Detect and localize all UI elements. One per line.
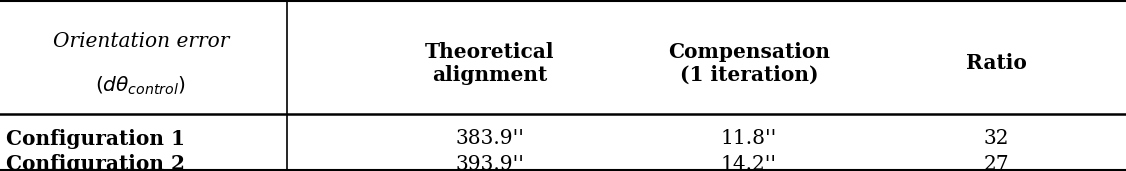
Text: Compensation
(1 iteration): Compensation (1 iteration) (668, 42, 830, 85)
Text: 383.9'': 383.9'' (455, 129, 525, 148)
Text: Configuration 1: Configuration 1 (6, 129, 185, 148)
Text: Ratio: Ratio (966, 53, 1027, 73)
Text: 393.9'': 393.9'' (455, 155, 525, 171)
Text: 11.8'': 11.8'' (721, 129, 777, 148)
Text: 32: 32 (984, 129, 1009, 148)
Text: 27: 27 (984, 155, 1009, 171)
Text: $(d\theta_{control})$: $(d\theta_{control})$ (96, 74, 186, 97)
Text: Theoretical
alignment: Theoretical alignment (425, 42, 555, 85)
Text: Orientation error: Orientation error (53, 31, 229, 51)
Text: Configuration 2: Configuration 2 (6, 154, 185, 171)
Text: 14.2'': 14.2'' (721, 155, 777, 171)
